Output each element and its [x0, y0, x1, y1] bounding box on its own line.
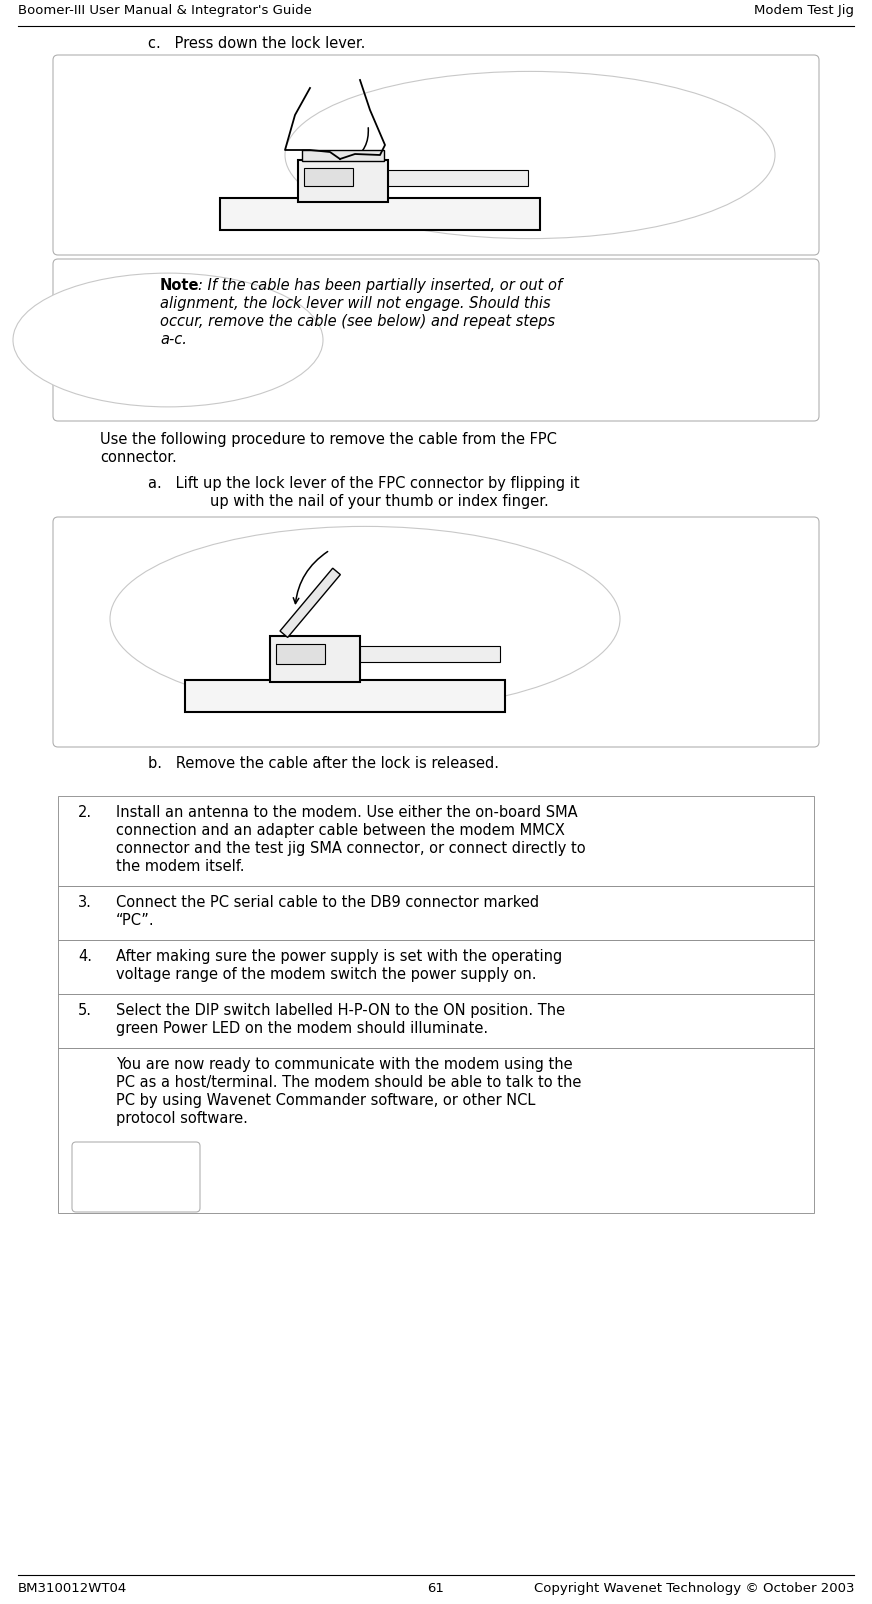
- Text: “PC”.: “PC”.: [116, 913, 154, 929]
- Text: 5.: 5.: [78, 1002, 92, 1019]
- Bar: [298, 160, 388, 202]
- Text: : If the cable has been partially inserted, or out of: : If the cable has been partially insert…: [198, 277, 562, 294]
- Text: protocol software.: protocol software.: [116, 1112, 248, 1126]
- Bar: [58, 885, 814, 940]
- Ellipse shape: [285, 72, 775, 239]
- Ellipse shape: [13, 273, 323, 407]
- FancyBboxPatch shape: [53, 258, 819, 420]
- Text: voltage range of the modem switch the power supply on.: voltage range of the modem switch the po…: [116, 967, 536, 982]
- Bar: [280, 568, 340, 637]
- Text: BM310012WT04: BM310012WT04: [18, 1582, 127, 1594]
- Text: PC by using Wavenet Commander software, or other NCL: PC by using Wavenet Commander software, …: [116, 1092, 535, 1108]
- Bar: [58, 796, 814, 885]
- Bar: [302, 151, 384, 160]
- FancyBboxPatch shape: [53, 516, 819, 747]
- Text: a-c.: a-c.: [160, 332, 187, 346]
- Text: up with the nail of your thumb or index finger.: up with the nail of your thumb or index …: [210, 494, 548, 508]
- FancyBboxPatch shape: [72, 1142, 200, 1213]
- Text: 3.: 3.: [78, 895, 92, 909]
- Text: Copyright Wavenet Technology © October 2003: Copyright Wavenet Technology © October 2…: [534, 1582, 854, 1594]
- Text: alignment, the lock lever will not engage. Should this: alignment, the lock lever will not engag…: [160, 297, 550, 311]
- Bar: [360, 646, 500, 662]
- Bar: [58, 1047, 814, 1213]
- Ellipse shape: [110, 526, 620, 711]
- Text: connector.: connector.: [100, 451, 177, 465]
- Text: 2.: 2.: [78, 805, 92, 820]
- Text: You are now ready to communicate with the modem using the: You are now ready to communicate with th…: [116, 1057, 573, 1071]
- Text: Connect the PC serial cable to the DB9 connector marked: Connect the PC serial cable to the DB9 c…: [116, 895, 539, 909]
- Text: a.   Lift up the lock lever of the FPC connector by flipping it: a. Lift up the lock lever of the FPC con…: [148, 476, 580, 491]
- Text: connector and the test jig SMA connector, or connect directly to: connector and the test jig SMA connector…: [116, 840, 586, 857]
- Text: Boomer-III User Manual & Integrator's Guide: Boomer-III User Manual & Integrator's Gu…: [18, 3, 312, 18]
- Bar: [220, 197, 540, 229]
- Text: 4.: 4.: [78, 950, 92, 964]
- Text: Modem Test Jig: Modem Test Jig: [754, 3, 854, 18]
- Text: Lock Lever: Lock Lever: [415, 699, 487, 714]
- Bar: [276, 643, 325, 664]
- Text: Note: Note: [160, 277, 200, 294]
- Text: 61: 61: [427, 1582, 445, 1594]
- Text: green Power LED on the modem should illuminate.: green Power LED on the modem should illu…: [116, 1022, 488, 1036]
- FancyBboxPatch shape: [53, 55, 819, 255]
- Bar: [58, 994, 814, 1047]
- Text: After making sure the power supply is set with the operating: After making sure the power supply is se…: [116, 950, 562, 964]
- Bar: [388, 170, 528, 186]
- Text: occur, remove the cable (see below) and repeat steps: occur, remove the cable (see below) and …: [160, 314, 555, 329]
- Text: Install an antenna to the modem. Use either the on-board SMA: Install an antenna to the modem. Use eit…: [116, 805, 577, 820]
- Text: PC as a host/terminal. The modem should be able to talk to the: PC as a host/terminal. The modem should …: [116, 1075, 582, 1091]
- Bar: [185, 680, 505, 712]
- Text: Select the DIP switch labelled H-P-ON to the ON position. The: Select the DIP switch labelled H-P-ON to…: [116, 1002, 565, 1019]
- Bar: [270, 637, 360, 682]
- Text: the modem itself.: the modem itself.: [116, 860, 244, 874]
- Text: Use the following procedure to remove the cable from the FPC: Use the following procedure to remove th…: [100, 431, 557, 448]
- Text: connection and an adapter cable between the modem MMCX: connection and an adapter cable between …: [116, 823, 565, 837]
- Text: c.   Press down the lock lever.: c. Press down the lock lever.: [148, 35, 365, 51]
- Bar: [304, 168, 353, 186]
- Bar: [58, 940, 814, 994]
- Text: b.   Remove the cable after the lock is released.: b. Remove the cable after the lock is re…: [148, 755, 499, 772]
